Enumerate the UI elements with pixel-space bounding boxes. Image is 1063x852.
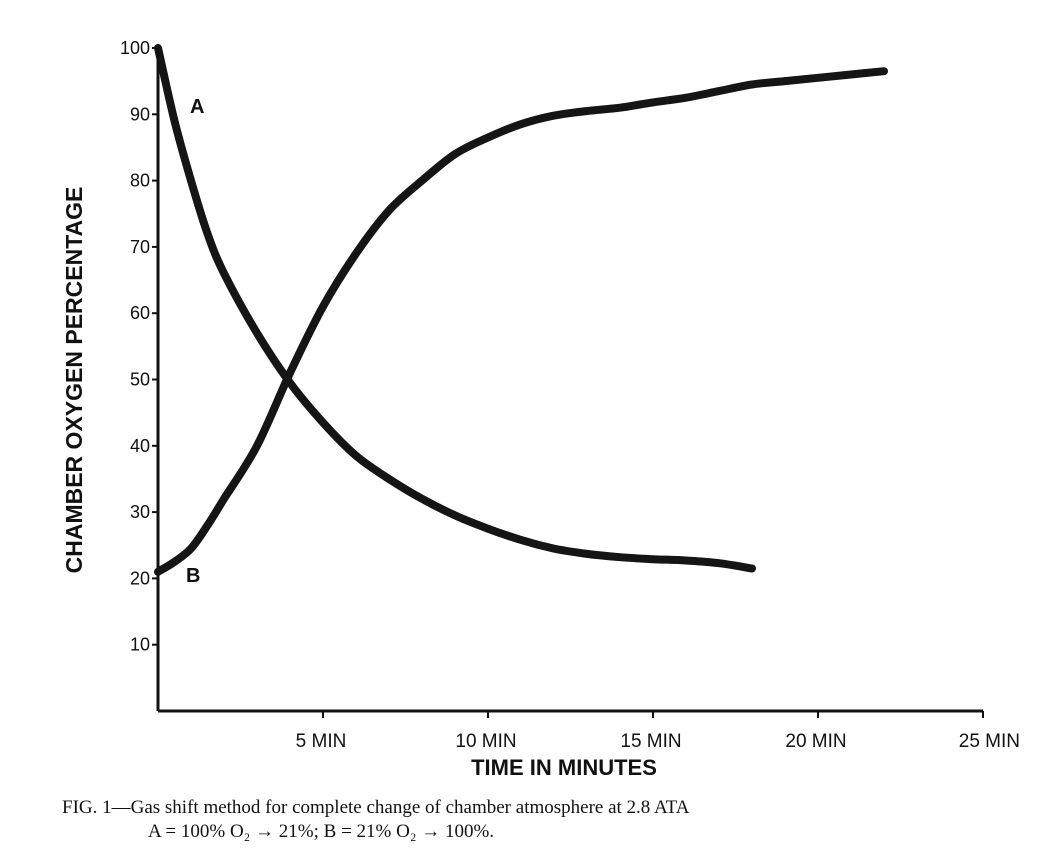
y-tick-label-30: 30 <box>130 502 150 522</box>
series-label-a: A <box>190 96 204 118</box>
y-tick-label-80: 80 <box>130 171 150 191</box>
x-axis-title: TIME IN MINUTES <box>471 755 657 780</box>
y-tick-label-90: 90 <box>130 104 150 124</box>
y-tick-label-70: 70 <box>130 237 150 257</box>
y-tick-label-10: 10 <box>130 635 150 655</box>
caption-line-2: A = 100% O₂ → 21%; B = 21% O₂ → 100%. <box>148 821 495 842</box>
y-tick-label-20: 20 <box>130 568 150 588</box>
caption-line-1: FIG. 1—Gas shift method for complete cha… <box>62 797 690 818</box>
x-tick-label-25: 25 MIN <box>959 731 1020 752</box>
series-line-b <box>154 67 888 576</box>
y-axis-title: CHAMBER OXYGEN PERCENTAGE <box>61 187 87 574</box>
x-tick-label-10: 10 MIN <box>455 731 516 752</box>
y-tick-label-50: 50 <box>130 370 150 390</box>
y-tick-label-40: 40 <box>130 436 150 456</box>
x-tick-label-15: 15 MIN <box>620 731 681 752</box>
series-line-a <box>154 44 756 573</box>
figure-caption: FIG. 1—Gas shift method for complete cha… <box>62 796 689 844</box>
series-label-b: B <box>186 565 200 587</box>
y-tick-label-100: 100 <box>120 38 150 58</box>
x-tick-label-5: 5 MIN <box>296 731 347 752</box>
y-tick-label-60: 60 <box>130 303 150 323</box>
x-tick-label-20: 20 MIN <box>785 731 846 752</box>
